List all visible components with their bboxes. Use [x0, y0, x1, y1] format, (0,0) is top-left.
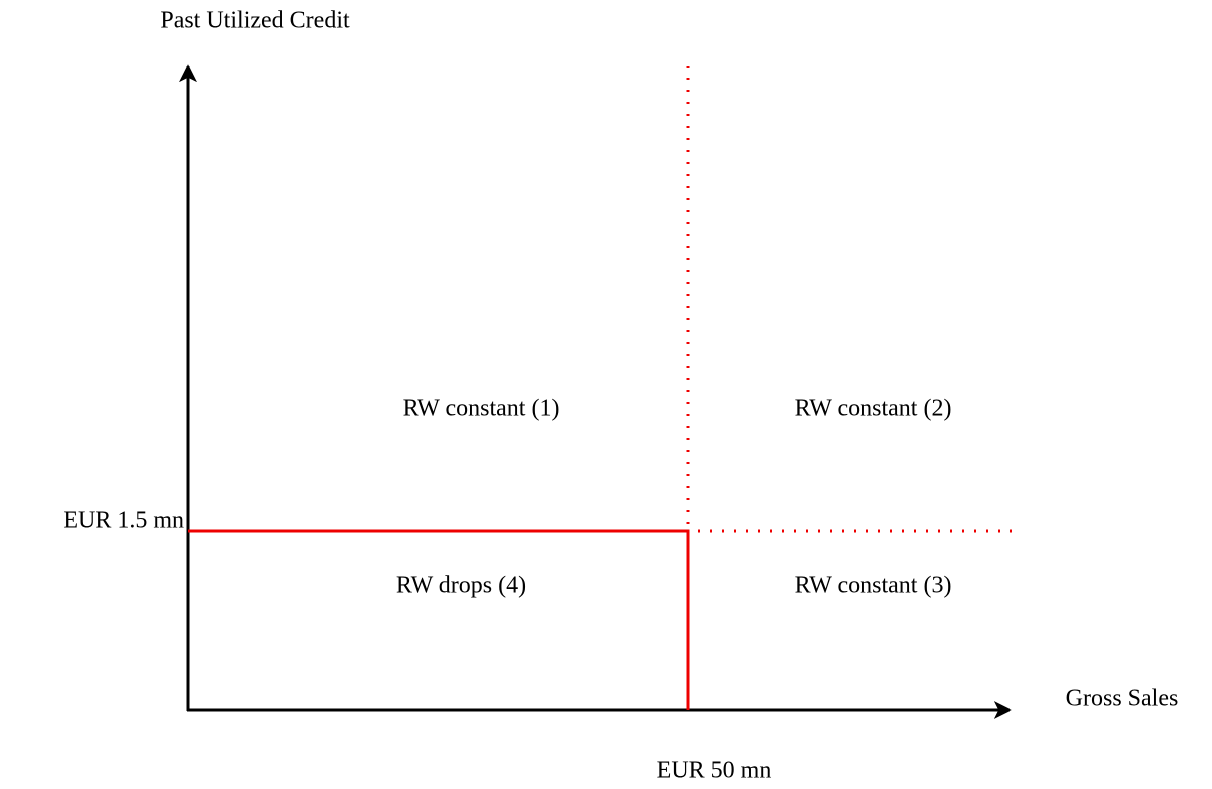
- y-axis-label: Past Utilized Credit: [160, 8, 350, 34]
- x-axis-label: Gross Sales: [1066, 686, 1179, 712]
- region-label: RW constant (3): [795, 573, 952, 599]
- x-threshold-label: EUR 50 mn: [657, 758, 772, 784]
- region-label: RW constant (1): [403, 396, 560, 422]
- y-threshold-label: EUR 1.5 mn: [63, 508, 184, 534]
- region-label: RW drops (4): [396, 573, 526, 599]
- region-label: RW constant (2): [795, 396, 952, 422]
